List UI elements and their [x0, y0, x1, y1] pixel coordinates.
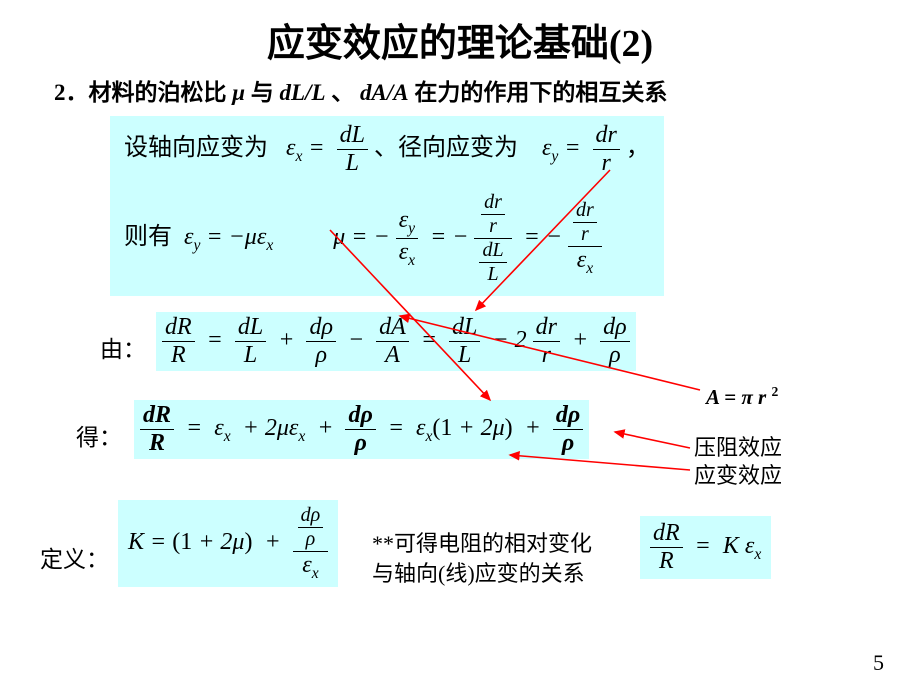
one1: 1 — [440, 415, 452, 441]
eq6: = — [524, 224, 540, 250]
frac-dR-R: dRR — [162, 314, 195, 369]
f-dr-r: drr — [533, 314, 560, 369]
t1b: 、径向应变为 — [374, 135, 518, 161]
eps-x: εx — [286, 135, 302, 161]
eq4: = — [351, 224, 367, 250]
note-line2: 与轴向(线)应变的关系 — [372, 556, 585, 588]
frac-dr-ex: drr εx — [568, 199, 602, 278]
sub-pre: 2．材料的泊松比 — [54, 80, 227, 105]
page-number: 5 — [873, 650, 884, 676]
eq5: = — [430, 224, 446, 250]
label-you: 由： — [100, 330, 146, 364]
eps-x5: εx — [416, 415, 432, 441]
frac-rho-ex: dρρ εx — [293, 504, 329, 583]
sub-post: 在力的作用下的相互关系 — [414, 80, 667, 105]
rp1: ) — [505, 415, 513, 441]
frac-ey-ex: εy εx — [396, 207, 418, 270]
sub-sep: 、 — [331, 80, 354, 105]
f-dA-A: dAA — [376, 314, 409, 369]
m3: − — [452, 224, 468, 250]
rp2: ) — [244, 529, 252, 555]
p2: + — [572, 327, 588, 353]
eps-y: εy — [542, 135, 558, 161]
mu3: μ — [277, 415, 289, 441]
m1: − — [229, 224, 245, 250]
t2a: 则有 — [124, 224, 172, 250]
eq-block-1: 设轴向应变为 εx = dLL 、径向应变为 εy = drr ， 则有 εy … — [110, 116, 664, 296]
sub-it1: dL/L — [280, 80, 326, 105]
label-de: 得： — [76, 418, 122, 452]
mu4: μ — [493, 415, 505, 441]
p3: + — [243, 415, 259, 441]
eqb: = — [421, 327, 437, 353]
two1: 2 — [515, 327, 527, 353]
frac-dR-R-b: dRR — [140, 402, 174, 457]
K: K — [128, 529, 144, 555]
m6: − — [492, 327, 508, 353]
sub-it2: dA/A — [360, 80, 409, 105]
area-formula: A = π r 2 — [706, 384, 778, 410]
eps-x4: εx — [289, 415, 305, 441]
eq-row-final: dRR = K εx — [640, 516, 771, 579]
eqa: = — [207, 327, 223, 353]
eff2: 应变效应 — [694, 462, 782, 490]
eps-x-fin: εx — [745, 533, 761, 559]
p4: + — [317, 415, 333, 441]
eqe: = — [150, 529, 166, 555]
eps-y2: εy — [184, 224, 200, 250]
m2: − — [373, 224, 389, 250]
eq1: = — [308, 135, 324, 161]
f-drho-rho-b2: dρρ — [553, 402, 583, 457]
frac-dL-L: dLL — [337, 122, 368, 177]
frac-dR-R-fin: dRR — [650, 520, 683, 575]
f-drho-rho-b: dρρ — [345, 402, 375, 457]
frac-big: drr dLL — [474, 191, 511, 286]
label-dy: 定义： — [40, 540, 109, 574]
sub-mu: μ — [232, 80, 245, 105]
eq-row-K: K = (1 + 2μ) + dρρ εx — [118, 500, 338, 587]
two3: 2 — [481, 415, 493, 441]
t1a: 设轴向应变为 — [124, 135, 268, 161]
eq-row-de: dRR = εx + 2μεx + dρρ = εx(1 + 2μ) + dρρ — [134, 400, 589, 459]
one2: 1 — [180, 529, 192, 555]
frac-dr-r: drr — [593, 122, 620, 177]
eq3: = — [206, 224, 222, 250]
f-dL-L2: dLL — [449, 314, 480, 369]
slide-title: 应变效应的理论基础(2) — [0, 0, 920, 73]
f-drho-rho: dρρ — [306, 314, 336, 369]
sub-mid1: 与 — [251, 80, 280, 105]
eqf: = — [695, 533, 711, 559]
K2: K — [723, 533, 739, 559]
p6: + — [525, 415, 541, 441]
m5: − — [348, 327, 364, 353]
p7: + — [198, 529, 214, 555]
eps-x2: εx — [257, 224, 273, 250]
eff1: 压阻效应 — [694, 434, 782, 462]
t1c: ， — [626, 135, 650, 161]
mu2: μ — [333, 224, 345, 250]
p1: + — [278, 327, 294, 353]
m4: − — [546, 224, 562, 250]
p8: + — [264, 529, 280, 555]
p5: + — [458, 415, 474, 441]
eps-x3: εx — [214, 415, 230, 441]
mu1: μ — [245, 224, 257, 250]
f-drho-rho2: dρρ — [600, 314, 630, 369]
f-dL-L: dLL — [235, 314, 266, 369]
two4: 2 — [220, 529, 232, 555]
effects-label: 压阻效应 应变效应 — [694, 434, 782, 489]
subheading: 2．材料的泊松比 μ 与 dL/L 、 dA/A 在力的作用下的相互关系 — [0, 73, 920, 107]
eq2: = — [564, 135, 580, 161]
note-line1: **可得电阻的相对变化 — [372, 526, 592, 558]
two2: 2 — [265, 415, 277, 441]
mu5: μ — [232, 529, 244, 555]
eqd: = — [388, 415, 404, 441]
eqc: = — [186, 415, 202, 441]
eq-row-you: dRR = dLL + dρρ − dAA = dLL − 2 drr + dρ… — [156, 312, 636, 371]
